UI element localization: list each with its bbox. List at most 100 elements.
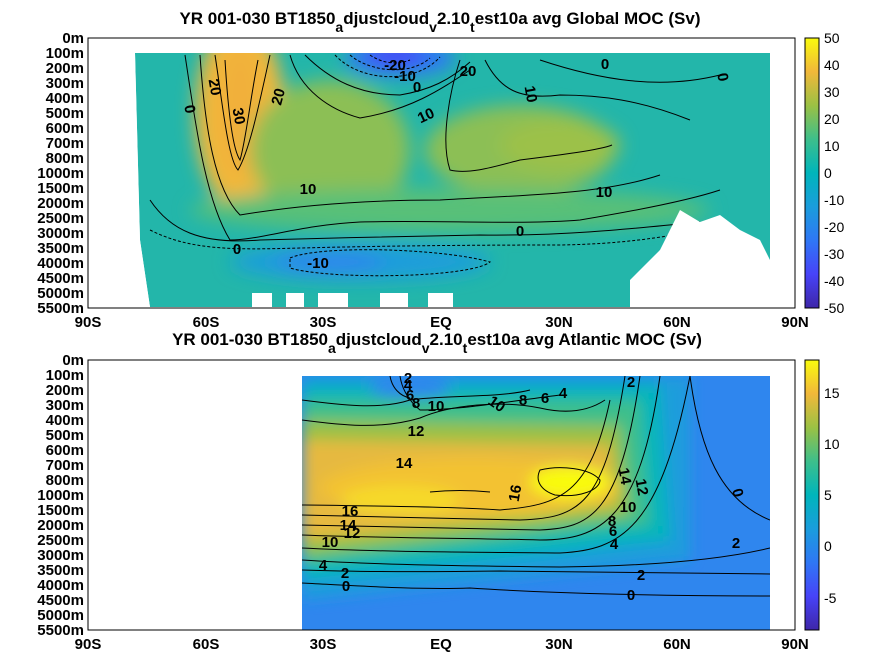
x-tick-label: 90N (781, 636, 809, 653)
contour-label: 20 (205, 78, 225, 97)
y-tick-label: 4500m (37, 270, 84, 287)
y-tick-label: 700m (46, 135, 84, 152)
contour-label: 6 (541, 390, 549, 407)
contour-label: 2 (732, 535, 740, 552)
colorbar-tick: -30 (824, 246, 844, 262)
y-tick-label: 0m (62, 30, 84, 47)
contour-label: 20 (268, 87, 289, 108)
y-tick-label: 5500m (37, 622, 84, 639)
contour-label: 12 (408, 423, 425, 440)
contour-label: 10 (415, 105, 437, 127)
y-tick-label: 2500m (37, 532, 84, 549)
y-tick-label: 5500m (37, 300, 84, 317)
y-tick-label: 2000m (37, 517, 84, 534)
contour-label: 10 (300, 181, 317, 198)
global-moc-panel: YR 001-030 BT1850adjustcloudv2.10test10a… (37, 9, 844, 331)
contour-label: 10 (620, 499, 637, 516)
contour-label: 10 (485, 393, 508, 416)
global-moc-title: YR 001-030 BT1850adjustcloudv2.10test10a… (179, 9, 700, 35)
contour-label: 0 (516, 223, 524, 240)
contour-label: 0 (601, 56, 609, 73)
colorbar-tick: 20 (824, 111, 840, 127)
contour-label: 12 (344, 525, 361, 542)
x-tick-label: 30S (310, 636, 337, 653)
y-tick-label: 100m (46, 367, 84, 384)
y-tick-label: 300m (46, 397, 84, 414)
contour-label: 8 (519, 392, 527, 409)
colorbar-tick: 10 (824, 436, 840, 452)
contour-label: 16 (342, 503, 359, 520)
contour-label: -20 (384, 57, 406, 74)
contour-label: 10 (428, 398, 445, 415)
y-tick-label: 4000m (37, 577, 84, 594)
colorbar-tick: 0 (824, 165, 832, 181)
colorbar-tick: 10 (824, 138, 840, 154)
colorbar-tick: -20 (824, 219, 844, 235)
colorbar-tick: -5 (824, 590, 837, 606)
contour-label: 2 (404, 370, 412, 387)
y-tick-label: 4500m (37, 592, 84, 609)
contour-label: 16 (506, 484, 526, 503)
colorbar-tick: -40 (824, 273, 844, 289)
contour-label: 12 (632, 478, 652, 497)
x-tick-label: 90N (781, 314, 809, 331)
y-tick-label: 1000m (37, 487, 84, 504)
y-tick-label: 1500m (37, 502, 84, 519)
x-tick-label: EQ (430, 636, 452, 653)
contour-label: 8 (412, 395, 420, 412)
y-tick-label: 600m (46, 442, 84, 459)
contour-label: 14 (340, 517, 357, 534)
y-tick-label: 100m (46, 45, 84, 62)
global-y-axis: 0m 100m 200m 300m 400m 500m 600m 700m 80… (37, 30, 84, 317)
y-tick-label: 500m (46, 427, 84, 444)
contour-label: 2 (627, 374, 635, 391)
x-tick-label: 30N (545, 636, 573, 653)
atlantic-y-axis: 0m 100m 200m 300m 400m 500m 600m 700m 80… (37, 352, 84, 639)
y-tick-label: 4000m (37, 255, 84, 272)
atlantic-moc-title: YR 001-030 BT1850adjustcloudv2.10test10a… (172, 330, 702, 356)
colorbar-tick: 0 (824, 538, 832, 554)
contour-label: 0 (180, 104, 198, 115)
x-tick-label: 60N (663, 636, 691, 653)
contour-label: 4 (610, 536, 619, 553)
y-tick-label: 300m (46, 75, 84, 92)
colorbar-tick: 5 (824, 487, 832, 503)
contour-label: 10 (596, 184, 613, 201)
y-tick-label: 400m (46, 412, 84, 429)
x-tick-label: 90S (75, 314, 102, 331)
contour-label: 2 (637, 567, 645, 584)
contour-label: 30 (229, 107, 249, 126)
y-tick-label: 200m (46, 60, 84, 77)
global-x-axis: 90S 60S 30S EQ 30N 60N 90N (75, 314, 809, 331)
y-tick-label: 1500m (37, 180, 84, 197)
contour-label: 14 (615, 467, 635, 487)
contour-label: 0 (713, 72, 731, 83)
y-tick-label: 800m (46, 472, 84, 489)
atlantic-colorbar: 15 10 5 0 -5 (804, 359, 840, 631)
x-tick-label: 30N (545, 314, 573, 331)
contour-label: 0 (342, 578, 350, 595)
contour-label: 4 (319, 557, 328, 574)
y-tick-label: 3500m (37, 240, 84, 257)
y-tick-label: 5000m (37, 285, 84, 302)
atlantic-moc-panel: YR 001-030 BT1850adjustcloudv2.10test10a… (37, 330, 840, 653)
contour-label: 8 (608, 513, 616, 530)
y-tick-label: 1000m (37, 165, 84, 182)
y-tick-label: 3000m (37, 225, 84, 242)
contour-label: 0 (233, 241, 241, 258)
contour-label: -10 (394, 68, 416, 85)
x-tick-label: 90S (75, 636, 102, 653)
colorbar-tick: -50 (824, 300, 844, 316)
y-tick-label: 400m (46, 90, 84, 107)
y-tick-label: 0m (62, 352, 84, 369)
contour-label: -10 (307, 255, 329, 272)
y-tick-label: 500m (46, 105, 84, 122)
contour-label: 10 (521, 85, 541, 104)
y-tick-label: 5000m (37, 607, 84, 624)
atlantic-moc-field (87, 359, 796, 631)
contour-label: 20 (460, 63, 477, 80)
y-tick-label: 3500m (37, 562, 84, 579)
colorbar-tick: 30 (824, 84, 840, 100)
x-tick-label: 60S (193, 636, 220, 653)
contour-label: 10 (322, 534, 339, 551)
